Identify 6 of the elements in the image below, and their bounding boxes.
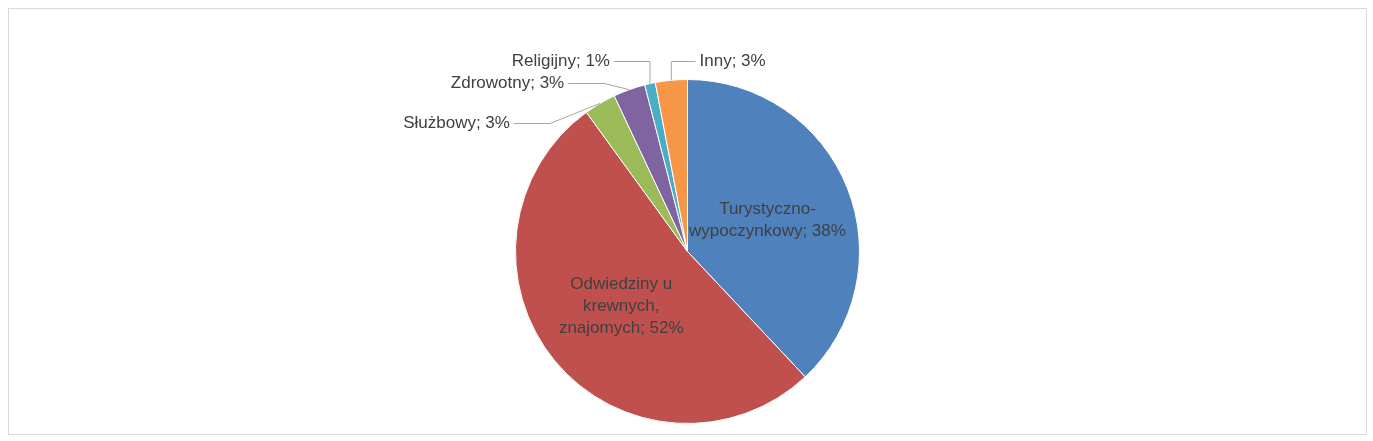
slice-label: Odwiedziny u krewnych, znajomych; 52%: [558, 274, 684, 338]
slice-label: Inny; 3%: [699, 51, 766, 71]
slice-label: Turystyczno-wypoczynkowy; 38%: [688, 198, 846, 240]
slice-label: Służbowy; 3%: [403, 113, 510, 133]
slice-label: Religijny; 1%: [511, 51, 610, 71]
slice-label: Zdrowotny; 3%: [450, 73, 565, 93]
